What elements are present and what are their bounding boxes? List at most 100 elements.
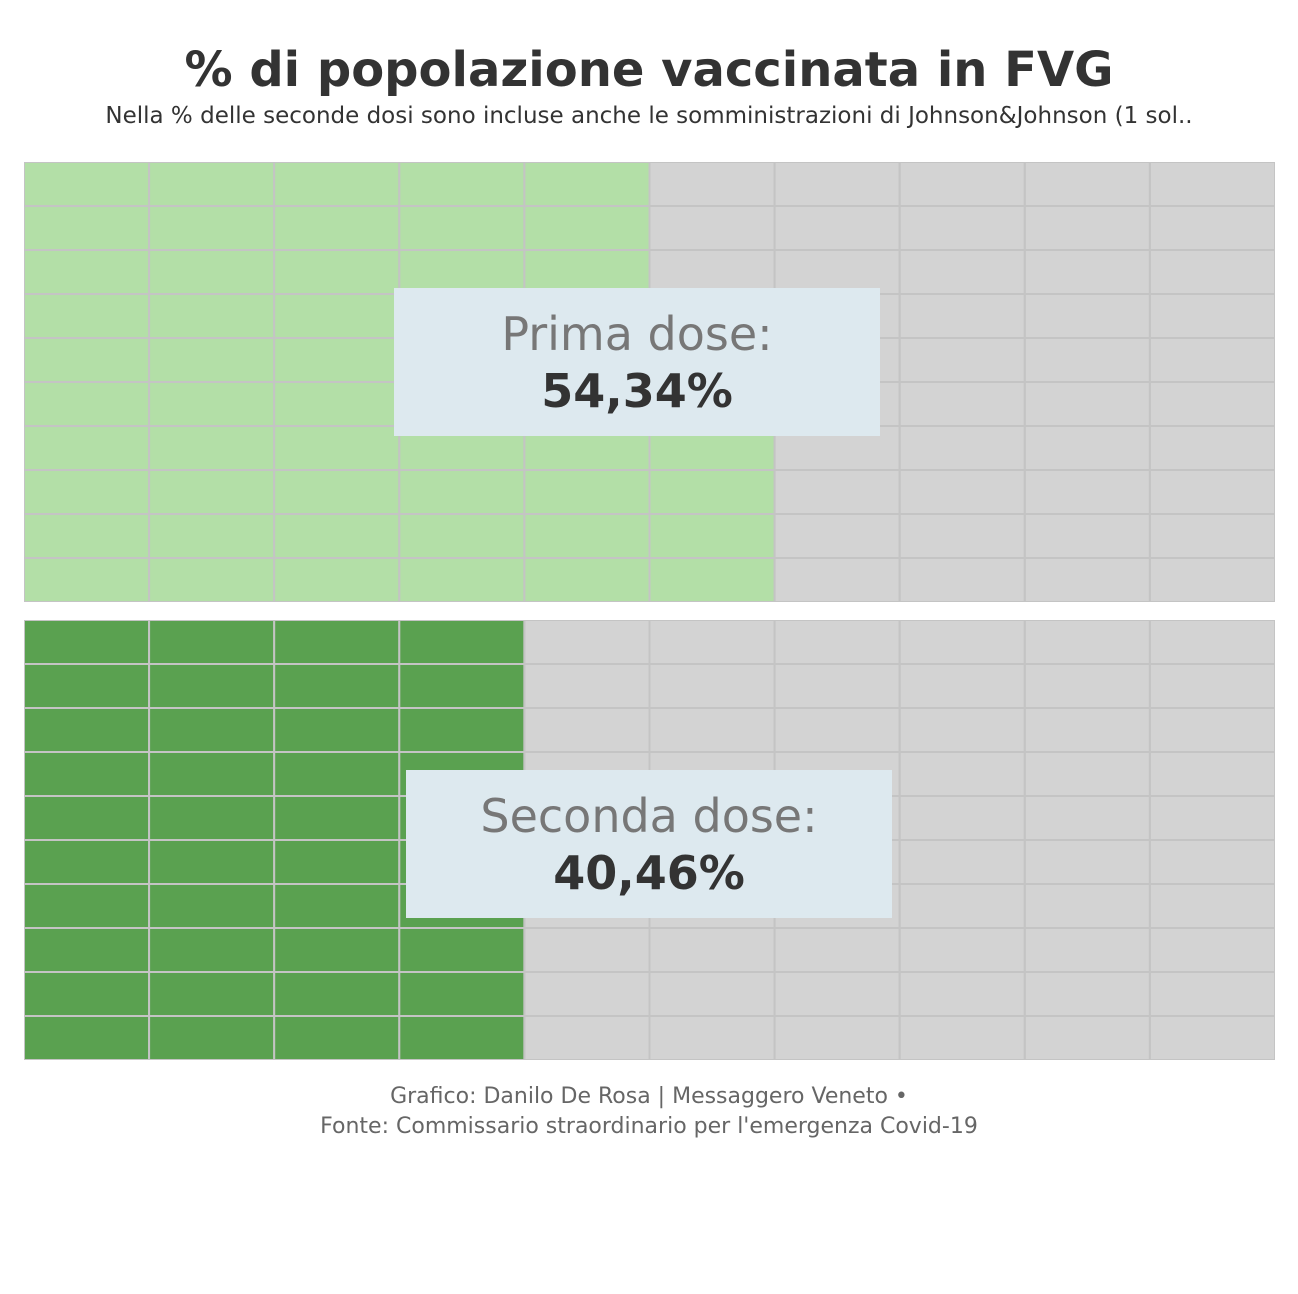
chart-footer: Grafico: Danilo De Rosa | Messaggero Ven… — [0, 1082, 1298, 1142]
seconda-dose-cell-filled — [398, 663, 526, 709]
prima-dose-cell-empty — [1023, 205, 1151, 251]
seconda-dose-cell-filled — [148, 883, 276, 929]
seconda-dose-cell-empty — [898, 663, 1026, 709]
prima-dose-cell-filled — [273, 557, 401, 602]
prima-dose-label: Prima dose: — [501, 307, 773, 361]
prima-dose-cell-filled — [148, 425, 276, 471]
seconda-dose-cell-empty — [1023, 751, 1151, 797]
seconda-dose-cell-empty — [898, 795, 1026, 841]
prima-dose-cell-filled — [24, 249, 151, 295]
seconda-dose-cell-filled — [398, 971, 526, 1017]
prima-dose-cell-filled — [24, 425, 151, 471]
prima-dose-cell-filled — [398, 205, 526, 251]
seconda-dose-cell-filled — [24, 1015, 151, 1060]
prima-dose-label-box: Prima dose: 54,34% — [394, 288, 880, 436]
prima-dose-cell-filled — [148, 337, 276, 383]
seconda-dose-cell-empty — [523, 971, 651, 1017]
prima-dose-cell-empty — [1023, 513, 1151, 559]
waffle-seconda-dose-svg — [24, 620, 1275, 1060]
seconda-dose-cell-empty — [898, 971, 1026, 1017]
seconda-dose-cell-filled — [148, 1015, 276, 1060]
prima-dose-cell-filled — [523, 205, 651, 251]
waffle-seconda-dose: Seconda dose: 40,46% — [24, 620, 1275, 1060]
prima-dose-cell-empty — [1023, 381, 1151, 427]
seconda-dose-cell-empty — [898, 839, 1026, 885]
prima-dose-cell-empty — [898, 381, 1026, 427]
prima-dose-cell-empty — [1023, 337, 1151, 383]
prima-dose-cell-empty — [1023, 162, 1151, 207]
prima-dose-cell-filled — [648, 513, 776, 559]
prima-dose-cell-filled — [398, 469, 526, 515]
prima-dose-cell-empty — [1148, 337, 1275, 383]
seconda-dose-cell-empty — [898, 883, 1026, 929]
seconda-dose-cell-filled — [398, 707, 526, 753]
prima-dose-cell-filled — [273, 425, 401, 471]
prima-dose-cell-empty — [898, 513, 1026, 559]
prima-dose-cell-filled — [523, 162, 651, 207]
seconda-dose-cell-empty — [1148, 663, 1275, 709]
seconda-dose-cell-filled — [148, 707, 276, 753]
seconda-dose-cell-filled — [24, 663, 151, 709]
prima-dose-cell-empty — [773, 162, 901, 207]
seconda-dose-cell-filled — [24, 927, 151, 973]
seconda-dose-cell-filled — [148, 751, 276, 797]
prima-dose-cell-empty — [898, 249, 1026, 295]
prima-dose-cell-filled — [273, 513, 401, 559]
prima-dose-cell-filled — [148, 162, 276, 207]
prima-dose-cell-filled — [273, 337, 401, 383]
prima-dose-cell-filled — [398, 513, 526, 559]
seconda-dose-cell-filled — [398, 620, 526, 665]
prima-dose-cell-empty — [773, 557, 901, 602]
seconda-dose-cell-filled — [273, 971, 401, 1017]
prima-dose-cell-empty — [1023, 469, 1151, 515]
seconda-dose-cell-filled — [273, 795, 401, 841]
prima-dose-cell-filled — [648, 469, 776, 515]
seconda-dose-label-box: Seconda dose: 40,46% — [406, 770, 892, 918]
seconda-dose-cell-filled — [24, 883, 151, 929]
prima-dose-cell-filled — [24, 381, 151, 427]
seconda-dose-cell-empty — [648, 971, 776, 1017]
seconda-dose-cell-empty — [523, 620, 651, 665]
prima-dose-cell-filled — [273, 205, 401, 251]
prima-dose-cell-filled — [273, 381, 401, 427]
seconda-dose-cell-empty — [648, 1015, 776, 1060]
seconda-dose-cell-filled — [273, 707, 401, 753]
seconda-dose-cell-empty — [898, 751, 1026, 797]
prima-dose-cell-empty — [898, 557, 1026, 602]
prima-dose-cell-empty — [773, 469, 901, 515]
seconda-dose-cell-filled — [24, 707, 151, 753]
seconda-dose-cell-empty — [1148, 795, 1275, 841]
seconda-dose-cell-empty — [1023, 795, 1151, 841]
seconda-dose-cell-filled — [24, 751, 151, 797]
seconda-dose-value: 40,46% — [553, 846, 745, 900]
seconda-dose-cell-empty — [1023, 927, 1151, 973]
prima-dose-cell-filled — [148, 513, 276, 559]
seconda-dose-cell-empty — [1148, 883, 1275, 929]
seconda-dose-cell-empty — [1023, 883, 1151, 929]
seconda-dose-cell-filled — [273, 883, 401, 929]
seconda-dose-cell-empty — [1148, 707, 1275, 753]
prima-dose-cell-empty — [1148, 381, 1275, 427]
seconda-dose-cell-filled — [148, 795, 276, 841]
prima-dose-cell-filled — [24, 162, 151, 207]
seconda-dose-cell-empty — [898, 927, 1026, 973]
prima-dose-cell-filled — [148, 557, 276, 602]
seconda-dose-cell-empty — [1023, 839, 1151, 885]
seconda-dose-cell-filled — [273, 1015, 401, 1060]
seconda-dose-cell-empty — [1148, 620, 1275, 665]
prima-dose-cell-filled — [273, 249, 401, 295]
prima-dose-cell-empty — [773, 205, 901, 251]
seconda-dose-cell-empty — [1148, 1015, 1275, 1060]
seconda-dose-cell-empty — [898, 707, 1026, 753]
prima-dose-cell-filled — [24, 513, 151, 559]
seconda-dose-cell-filled — [148, 927, 276, 973]
seconda-dose-cell-empty — [773, 663, 901, 709]
seconda-dose-cell-empty — [1148, 927, 1275, 973]
seconda-dose-cell-empty — [1023, 620, 1151, 665]
seconda-dose-cell-filled — [273, 620, 401, 665]
prima-dose-cell-empty — [898, 337, 1026, 383]
seconda-dose-cell-empty — [773, 971, 901, 1017]
prima-dose-cell-empty — [1148, 293, 1275, 339]
seconda-dose-cell-filled — [24, 620, 151, 665]
seconda-dose-cell-filled — [24, 839, 151, 885]
